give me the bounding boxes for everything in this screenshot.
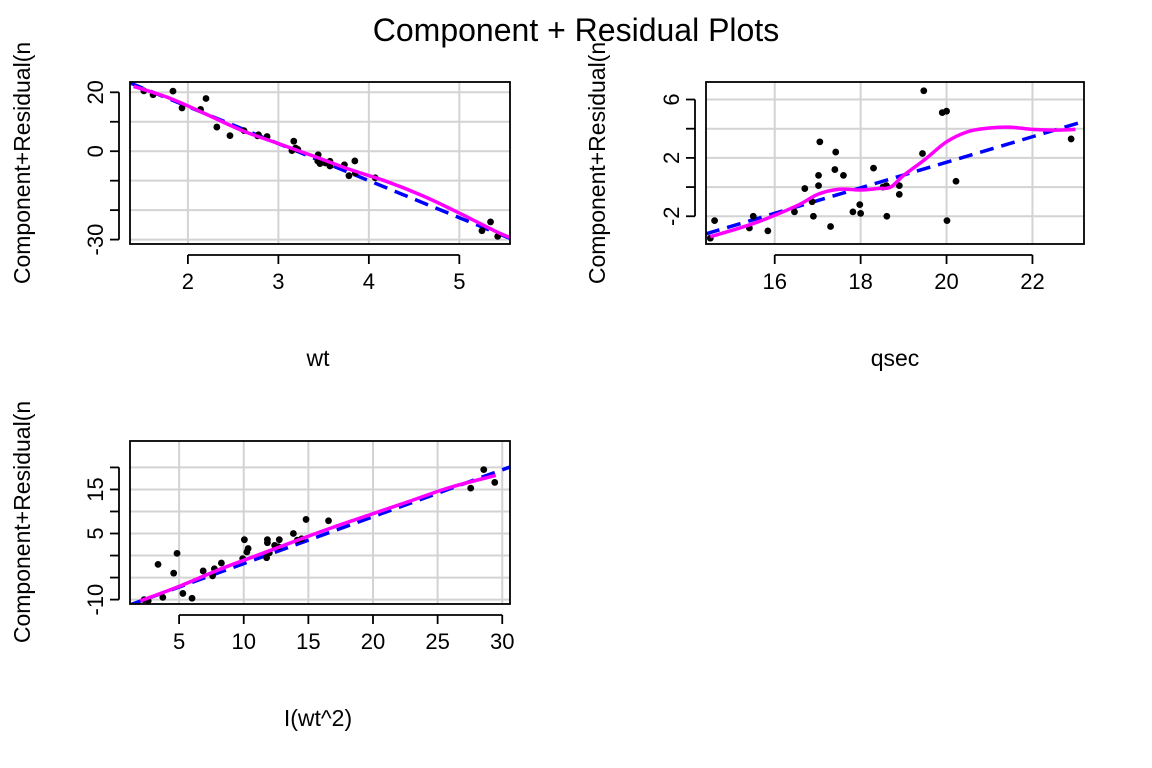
data-point: [289, 530, 297, 537]
x-axis-title: qsec: [871, 345, 920, 371]
data-point: [952, 177, 960, 185]
data-point: [217, 559, 225, 567]
y-tick-label: 20: [83, 80, 108, 104]
smooth-line: [133, 84, 510, 240]
data-point: [478, 227, 486, 235]
data-point: [857, 209, 865, 217]
plot-frame: [129, 440, 511, 605]
y-tick-label: 0: [83, 145, 108, 157]
plot-area: [706, 87, 1084, 242]
data-point: [919, 150, 926, 157]
data-point: [943, 107, 950, 115]
data-point: [1067, 135, 1075, 143]
x-axis-title: I(wt^2): [284, 705, 352, 731]
smooth-line: [709, 125, 1076, 239]
figure-title: Component + Residual Plots: [373, 12, 779, 48]
data-point: [801, 185, 809, 192]
data-point: [178, 104, 186, 112]
data-point: [202, 95, 210, 102]
data-point: [154, 560, 162, 568]
data-point: [832, 148, 840, 156]
panel-qsec: 16 18 20 22 -2 2 6 qsec Component+Residual(n: [584, 42, 1085, 371]
data-point: [345, 172, 353, 180]
data-point: [831, 166, 839, 173]
plot-frame: [129, 81, 511, 245]
data-point: [213, 123, 221, 131]
y-tick-label: 5: [83, 527, 108, 539]
x-tick-label: 18: [848, 269, 872, 294]
x-tick-label: 16: [762, 269, 786, 294]
data-point: [480, 466, 488, 474]
y-tick-label: 6: [659, 93, 684, 105]
data-point: [816, 138, 824, 146]
data-point: [173, 549, 181, 557]
plot-area: [130, 465, 510, 604]
x-tick-label: 30: [490, 629, 514, 654]
data-point: [840, 172, 847, 179]
data-point: [791, 208, 798, 216]
data-point: [920, 87, 928, 95]
data-point: [188, 594, 196, 602]
x-tick-label: 10: [231, 629, 255, 654]
y-axis-title: Component+Residual(n: [9, 42, 35, 284]
data-point: [159, 593, 167, 601]
data-point: [240, 536, 248, 544]
data-point: [316, 160, 324, 167]
y-tick-label: -30: [83, 224, 108, 256]
data-point: [815, 172, 822, 179]
data-point: [290, 137, 298, 145]
data-point: [711, 217, 718, 225]
data-point: [895, 190, 903, 198]
data-point: [491, 479, 499, 486]
data-point: [199, 567, 207, 575]
data-point: [325, 517, 332, 525]
plot-area: [130, 82, 510, 241]
data-point: [275, 536, 283, 544]
y-axis-title: Component+Residual(n: [9, 401, 35, 643]
data-point: [351, 157, 359, 165]
y-axis-title: Component+Residual(n: [584, 42, 610, 284]
x-tick-label: 22: [1020, 269, 1044, 294]
data-point: [809, 212, 817, 220]
data-point: [749, 212, 757, 220]
x-tick-label: 5: [173, 629, 185, 654]
smooth-line: [139, 473, 497, 603]
x-tick-label: 25: [425, 629, 449, 654]
data-point: [487, 218, 494, 226]
data-point: [870, 164, 877, 172]
data-point: [764, 227, 772, 235]
x-tick-label: 4: [363, 269, 375, 294]
data-point: [943, 217, 951, 225]
y-tick-label: 2: [659, 152, 684, 164]
x-tick-label: 20: [361, 629, 385, 654]
data-point: [244, 545, 252, 552]
data-point: [883, 212, 891, 220]
x-tick-label: 3: [272, 269, 284, 294]
y-tick-label: -10: [83, 584, 108, 616]
y-tick-label: 15: [83, 477, 108, 501]
panel-wt2: 5 10 15 20 25 30 -10 5 15 I(wt^2) Component+Residu…: [9, 401, 514, 731]
data-point: [169, 87, 177, 95]
x-tick-label: 2: [182, 269, 194, 294]
x-tick-label: 20: [934, 269, 958, 294]
data-point: [849, 208, 857, 216]
data-point: [263, 536, 271, 544]
data-point: [856, 201, 864, 208]
x-tick-label: 5: [453, 269, 465, 294]
data-point: [895, 182, 903, 190]
x-tick-label: 15: [296, 629, 320, 654]
x-axis-title: wt: [306, 345, 331, 371]
data-point: [302, 516, 310, 523]
data-point: [170, 569, 178, 577]
data-point: [467, 484, 475, 492]
data-point: [179, 590, 187, 597]
plot-frame: [705, 81, 1085, 245]
data-point: [226, 132, 234, 140]
y-tick-label: -2: [659, 206, 684, 226]
panel-wt: 2 3 4 5 -30 0 20 wt Component+Residual(n: [9, 42, 511, 371]
data-point: [827, 223, 834, 230]
data-point: [815, 182, 822, 190]
